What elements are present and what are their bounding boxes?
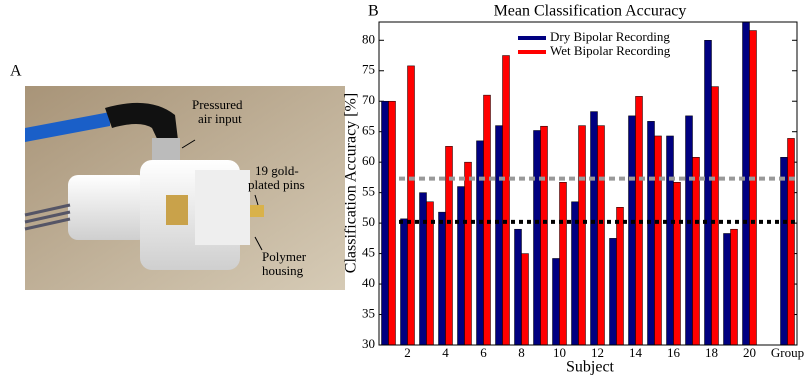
- bar: [666, 135, 674, 346]
- bar: [711, 86, 719, 346]
- photo: [24, 86, 345, 290]
- bar: [616, 207, 624, 346]
- bar: [438, 211, 446, 346]
- chart-title: Mean Classification Accuracy: [494, 3, 687, 20]
- x-axis-label: Subject: [566, 359, 615, 376]
- y-tick-label: 65: [362, 123, 375, 138]
- panel-label: B: [368, 3, 379, 20]
- x-tick-label: 4: [442, 345, 449, 360]
- x-tick-label: 10: [553, 345, 566, 360]
- y-tick-label: 55: [362, 184, 375, 199]
- bar: [559, 182, 567, 346]
- bar: [704, 40, 712, 346]
- bar: [628, 115, 636, 346]
- bar: [552, 258, 560, 346]
- bar: [685, 115, 693, 346]
- y-tick-label: 45: [362, 245, 375, 260]
- bar: [730, 228, 738, 346]
- bar: [445, 146, 453, 346]
- panel-label: A: [10, 63, 22, 80]
- y-tick-label: 50: [362, 214, 375, 229]
- x-tick-label: Group: [771, 345, 804, 360]
- bar: [590, 111, 598, 346]
- x-tick-label: 20: [743, 345, 756, 360]
- x-tick-label: 12: [591, 345, 604, 360]
- bar: [578, 125, 586, 346]
- bar: [533, 130, 541, 346]
- bar: [647, 121, 655, 346]
- bar: [464, 161, 472, 346]
- annotation: 19 gold-: [255, 163, 299, 178]
- y-tick-label: 75: [362, 62, 375, 77]
- bar: [502, 55, 510, 346]
- bar: [457, 186, 465, 346]
- x-tick-label: 6: [480, 345, 487, 360]
- x-tick-label: 2: [404, 345, 411, 360]
- bar: [654, 135, 662, 346]
- annotation: housing: [262, 263, 304, 278]
- y-tick-label: 70: [362, 92, 375, 107]
- bar: [540, 125, 548, 346]
- y-tick-label: 60: [362, 153, 375, 168]
- x-tick-label: 16: [667, 345, 681, 360]
- x-tick-label: 18: [705, 345, 718, 360]
- y-axis-label: Classification Accuracy [%]: [343, 93, 360, 273]
- bar: [495, 125, 503, 346]
- x-tick-label: 8: [518, 345, 525, 360]
- annotation: Pressured: [192, 97, 243, 112]
- bar: [673, 182, 681, 346]
- bar: [521, 253, 529, 346]
- annotation: plated pins: [248, 177, 305, 192]
- bar: [723, 233, 731, 346]
- bar: [692, 157, 700, 346]
- bar: [514, 228, 522, 346]
- y-tick-label: 40: [362, 275, 375, 290]
- legend-label: Wet Bipolar Recording: [550, 43, 671, 58]
- bar: [388, 100, 396, 346]
- y-tick-label: 35: [362, 306, 375, 321]
- bar: [742, 21, 750, 346]
- bar: [407, 65, 415, 346]
- x-tick-label: 14: [629, 345, 643, 360]
- annotation: Polymer: [262, 249, 307, 264]
- bar: [787, 138, 795, 346]
- bar: [780, 157, 788, 346]
- bar: [381, 100, 389, 346]
- y-tick-label: 30: [362, 336, 375, 351]
- legend-label: Dry Bipolar Recording: [550, 29, 670, 44]
- bar: [749, 30, 757, 346]
- bar: [476, 140, 484, 346]
- annotation: air input: [198, 111, 242, 126]
- bar: [419, 192, 427, 346]
- bar: [400, 218, 408, 346]
- bar: [609, 238, 617, 346]
- bar: [597, 125, 605, 346]
- y-tick-label: 80: [362, 31, 375, 46]
- plot-frame: [378, 21, 798, 346]
